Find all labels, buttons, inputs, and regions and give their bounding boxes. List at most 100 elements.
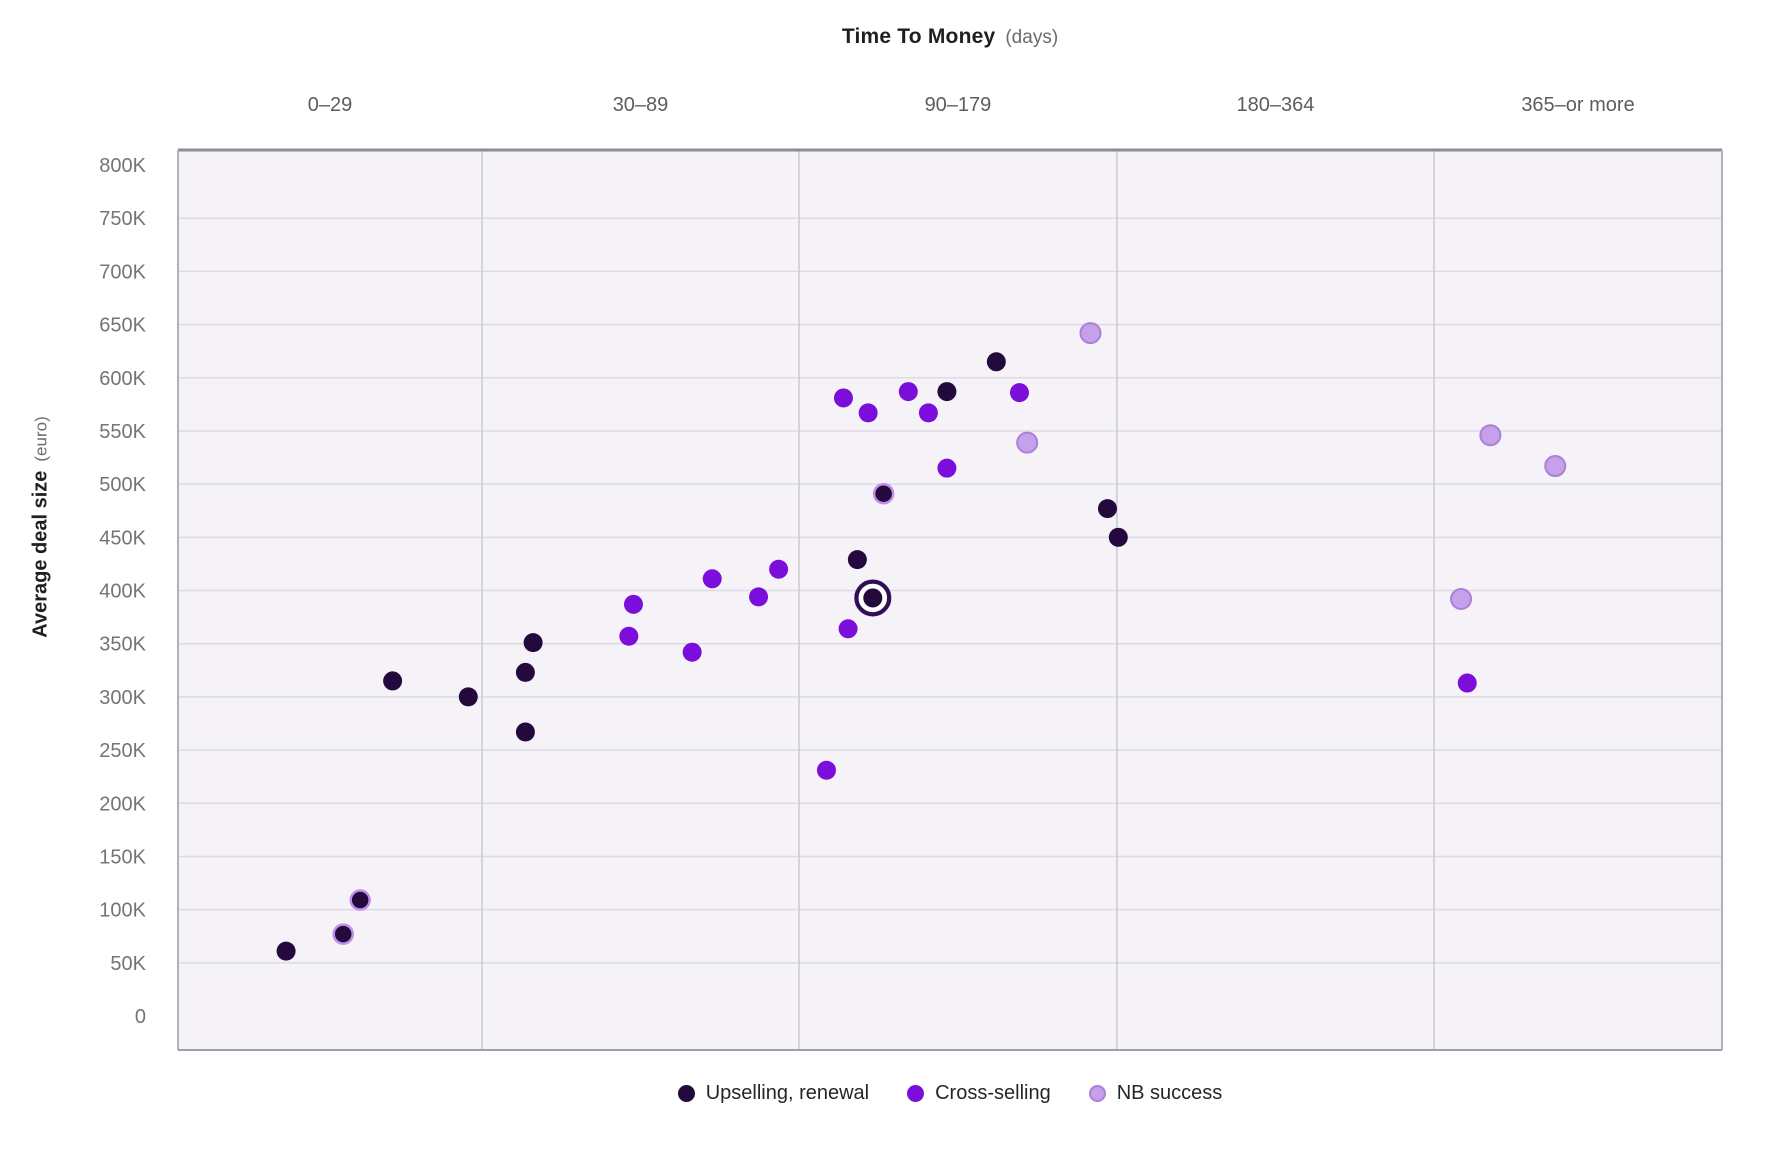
- point-nb-success[interactable]: [1544, 455, 1567, 478]
- y-tick-label: 300K: [99, 687, 146, 709]
- y-axis-title: Average deal size (euro): [30, 416, 53, 638]
- point-cross-selling[interactable]: [858, 403, 878, 423]
- dot: [383, 671, 403, 691]
- point-upselling-renewal[interactable]: [1097, 499, 1117, 519]
- x-category-label: 180–364: [1237, 94, 1315, 116]
- point-nb-success[interactable]: [1079, 322, 1102, 345]
- dot: [838, 619, 858, 639]
- dot: [872, 482, 895, 505]
- dot: [847, 550, 867, 570]
- point-upselling-renewal[interactable]: [349, 889, 371, 911]
- dot: [523, 633, 543, 653]
- point-cross-selling[interactable]: [937, 458, 957, 478]
- y-tick-label: 500K: [99, 474, 146, 496]
- y-tick-label: 200K: [99, 793, 146, 815]
- dot: [937, 458, 957, 478]
- dot: [332, 923, 354, 945]
- point-cross-selling[interactable]: [918, 403, 938, 423]
- legend: Upselling, renewal Cross-selling NB succes…: [178, 1082, 1722, 1105]
- y-tick-label: 750K: [99, 208, 146, 230]
- point-upselling-renewal[interactable]: [523, 633, 543, 653]
- x-category-label: 90–179: [925, 94, 992, 116]
- point-cross-selling[interactable]: [619, 626, 639, 646]
- point-upselling-renewal[interactable]: [1108, 527, 1128, 547]
- y-tick-label: 0: [135, 1006, 146, 1028]
- point-nb-success[interactable]: [1016, 431, 1039, 454]
- point-cross-selling[interactable]: [838, 619, 858, 639]
- point-nb-success[interactable]: [1450, 588, 1473, 611]
- y-axis-title-text: Average deal size: [29, 470, 52, 638]
- y-axis-title-unit: (euro): [31, 416, 51, 462]
- legend-swatch-nb-success-icon: [1088, 1085, 1106, 1102]
- point-cross-selling[interactable]: [702, 569, 722, 589]
- y-tick-label: 400K: [99, 581, 146, 603]
- dot: [1016, 431, 1039, 454]
- point-upselling-renewal[interactable]: [276, 941, 296, 961]
- y-tick-label: 600K: [99, 368, 146, 390]
- point-upselling-renewal[interactable]: [515, 722, 535, 742]
- legend-label: NB success: [1116, 1082, 1223, 1104]
- point-cross-selling[interactable]: [833, 388, 853, 408]
- y-tick-label: 150K: [99, 846, 146, 868]
- point-upselling-renewal[interactable]: [872, 482, 895, 505]
- y-tick-label: 800K: [99, 155, 146, 177]
- x-category-label: 0–29: [308, 94, 353, 116]
- legend-item-nb-success[interactable]: NB success: [1088, 1082, 1223, 1105]
- y-tick-label: 700K: [99, 261, 146, 283]
- dot: [1097, 499, 1117, 519]
- point-nb-success[interactable]: [1479, 424, 1502, 447]
- y-tick-label: 50K: [110, 953, 146, 975]
- dot: [858, 403, 878, 423]
- dot: [816, 760, 836, 780]
- dot: [898, 382, 918, 402]
- selected-point-outer-ring: [854, 579, 892, 617]
- dot: [702, 569, 722, 589]
- point-cross-selling[interactable]: [623, 594, 643, 614]
- point-cross-selling[interactable]: [898, 382, 918, 402]
- point-upselling-renewal[interactable]: [458, 687, 478, 707]
- point-upselling-renewal[interactable]: [854, 579, 892, 617]
- point-upselling-renewal[interactable]: [383, 671, 403, 691]
- point-cross-selling[interactable]: [816, 760, 836, 780]
- point-upselling-renewal[interactable]: [515, 662, 535, 682]
- legend-label: Cross-selling: [935, 1082, 1051, 1104]
- y-tick-label: 100K: [99, 900, 146, 922]
- point-cross-selling[interactable]: [1009, 383, 1029, 403]
- dot: [1079, 322, 1102, 345]
- dot: [749, 587, 769, 607]
- point-cross-selling[interactable]: [749, 587, 769, 607]
- legend-swatch-cross-selling-icon: [907, 1085, 925, 1102]
- point-upselling-renewal[interactable]: [332, 923, 354, 945]
- dot: [1479, 424, 1502, 447]
- dot: [515, 722, 535, 742]
- y-tick-label: 350K: [99, 634, 146, 656]
- dot: [1108, 527, 1128, 547]
- point-cross-selling[interactable]: [769, 559, 789, 579]
- dot: [1544, 455, 1567, 478]
- x-axis-title-unit: (days): [1005, 27, 1059, 48]
- legend-item-upselling-renewal[interactable]: Upselling, renewal: [677, 1082, 869, 1105]
- x-category-label: 365–or more: [1521, 94, 1634, 116]
- point-upselling-renewal[interactable]: [937, 382, 957, 402]
- dot: [1009, 383, 1029, 403]
- point-upselling-renewal[interactable]: [986, 352, 1006, 372]
- dot: [682, 642, 702, 662]
- dot: [863, 588, 883, 608]
- x-category-label: 30–89: [613, 94, 669, 116]
- point-cross-selling[interactable]: [1457, 673, 1477, 693]
- dot: [986, 352, 1006, 372]
- legend-item-cross-selling[interactable]: Cross-selling: [907, 1082, 1051, 1105]
- y-tick-label: 450K: [99, 527, 146, 549]
- x-axis-title-text: Time To Money: [841, 25, 996, 48]
- point-cross-selling[interactable]: [682, 642, 702, 662]
- selected-point-white-ring: [858, 583, 888, 613]
- legend-swatch-upselling-renewal-icon: [677, 1085, 695, 1102]
- point-upselling-renewal[interactable]: [847, 550, 867, 570]
- dot: [515, 662, 535, 682]
- y-tick-label: 550K: [99, 421, 146, 443]
- y-tick-label: 250K: [99, 740, 146, 762]
- dot: [349, 889, 371, 911]
- x-axis-title: Time To Money (days): [842, 25, 1058, 49]
